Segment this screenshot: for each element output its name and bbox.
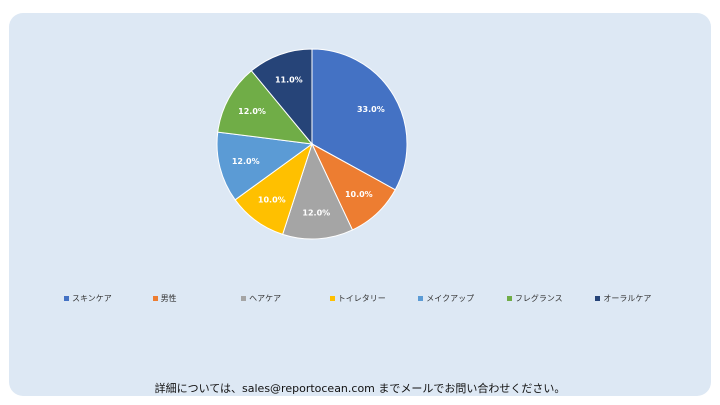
pie-slice-1: [311, 48, 408, 191]
slice-label-6: 12.0%: [238, 107, 266, 116]
legend-item-3: ヘアケア: [241, 293, 281, 304]
legend-item-5: メイクアップ: [418, 293, 474, 304]
pie-slice-7: [250, 48, 313, 146]
slice-label-5: 12.0%: [232, 157, 260, 166]
chart-legend: スキンケア 男性 ヘアケア トイレタリー メイクアップ フレグランス オーラルケア: [58, 293, 678, 307]
slice-label-4: 10.0%: [258, 195, 286, 204]
legend-label-7: オーラルケア: [603, 294, 652, 303]
legend-swatch-1: [64, 296, 69, 301]
legend-label-3: ヘアケア: [249, 294, 282, 303]
legend-swatch-4: [329, 296, 335, 301]
slice-label-2: 10.0%: [345, 190, 373, 199]
pie-slice-5: [216, 131, 314, 201]
legend-label-2: 男性: [160, 294, 177, 303]
legend-swatch-2: [152, 296, 158, 301]
slice-label-1: 33.0%: [357, 105, 385, 114]
legend-label-6: フレグランス: [514, 294, 563, 303]
legend-item-2: 男性: [152, 293, 177, 304]
legend-swatch-7: [595, 296, 601, 301]
legend-swatch-3: [241, 296, 247, 301]
legend-label-5: メイクアップ: [426, 294, 475, 303]
legend-item-4: トイレタリー: [329, 293, 386, 304]
slice-label-7: 11.0%: [275, 76, 303, 85]
pie-slice-6: [217, 70, 314, 145]
legend-item-6: フレグランス: [506, 293, 563, 304]
legend-label-1: スキンケア: [72, 294, 112, 303]
slice-label-3: 12.0%: [302, 208, 330, 217]
legend-label-4: トイレタリー: [337, 294, 386, 303]
legend-item-1: スキンケア: [64, 293, 112, 304]
pie-slice-3: [282, 142, 354, 240]
legend-swatch-5: [418, 296, 424, 301]
legend-item-7: オーラルケア: [595, 293, 651, 304]
contact-footer: 詳細については、sales@reportocean.com までメールでお問い合…: [154, 382, 566, 395]
legend-swatch-6: [506, 296, 512, 301]
